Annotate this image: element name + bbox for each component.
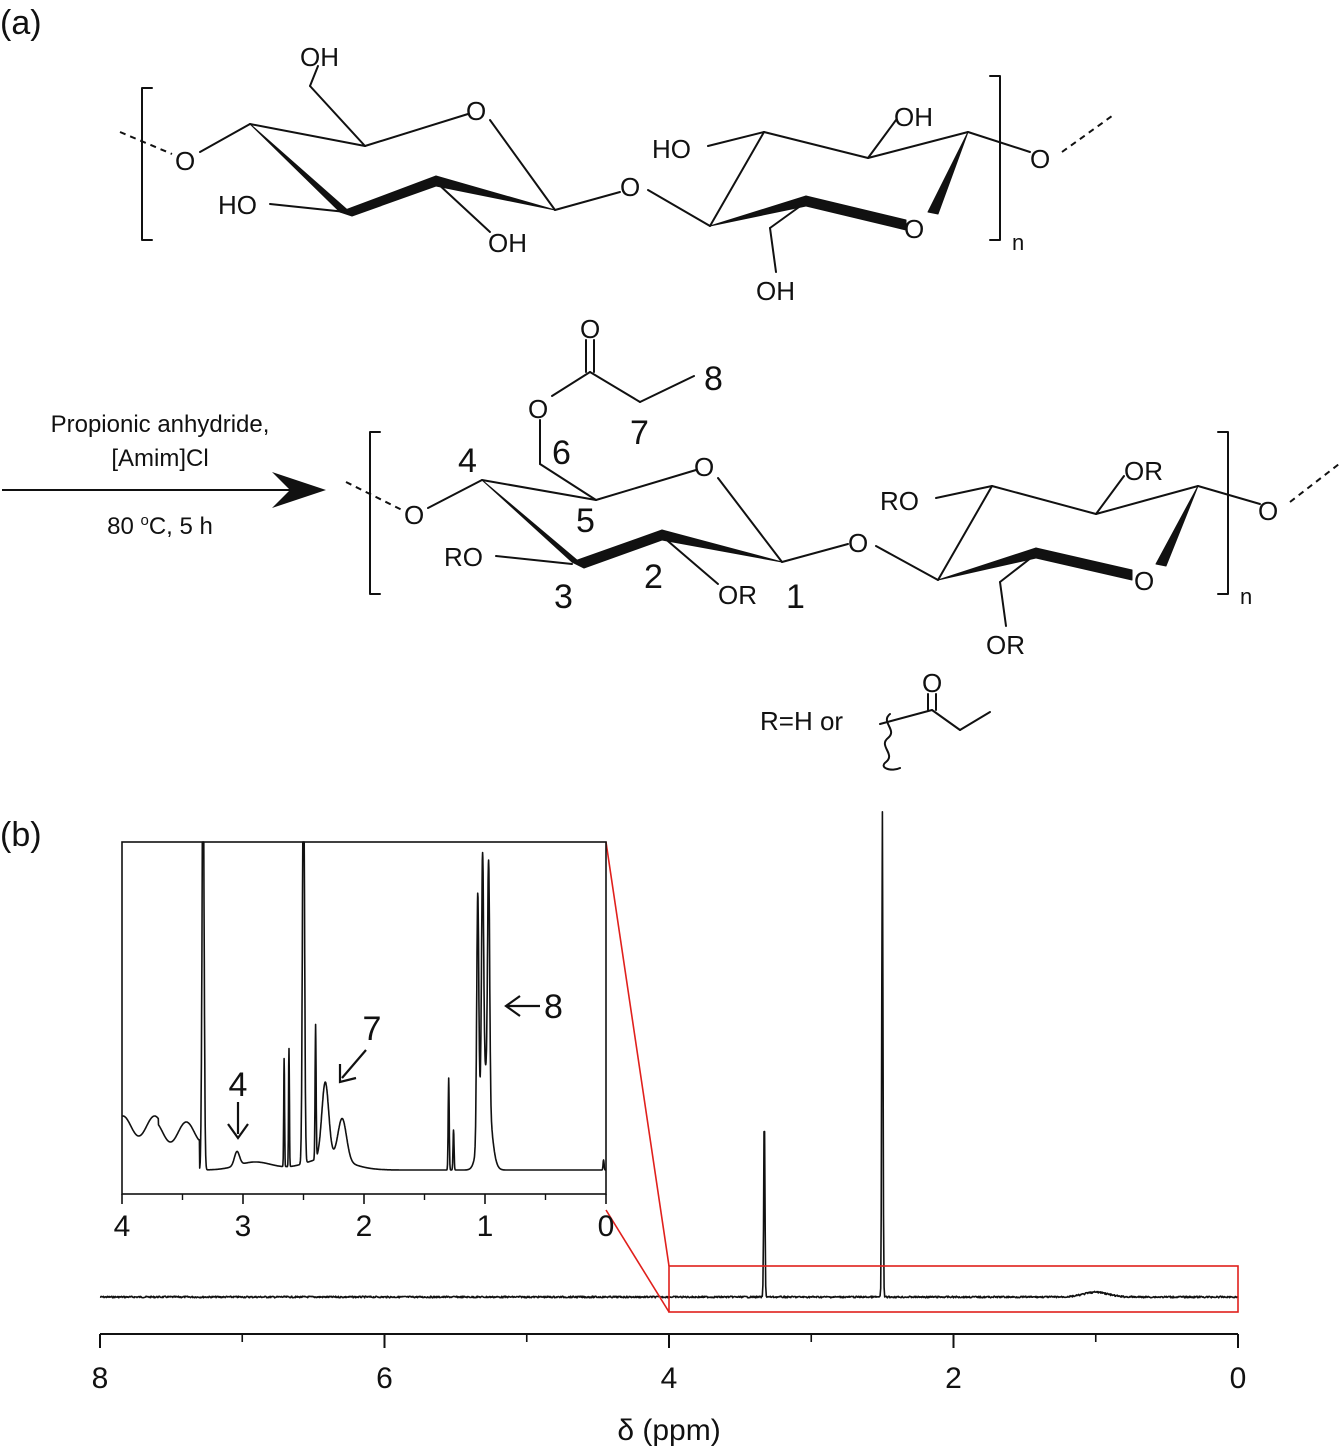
annotation-7: 7 — [338, 1010, 382, 1084]
main-spectrum-chart: 8 6 4 2 0 δ (ppm) — [92, 811, 1247, 1447]
carbon-number-8: 8 — [704, 360, 723, 398]
annotation-4: 4 — [227, 1066, 249, 1140]
ring2-o-atom: O — [1134, 566, 1154, 596]
r-carbonyl-o: O — [922, 668, 942, 698]
inset-spectrum-chart: 4 3 2 1 0 4 7 8 — [114, 841, 615, 1243]
carbon-number-2: 2 — [644, 558, 663, 596]
or-label-ring2-bottom: OR — [986, 630, 1025, 660]
inset-x-tick-label: 4 — [114, 1210, 131, 1243]
reagent-line-2: [Amim]Cl — [111, 445, 208, 472]
right-bracket — [1217, 431, 1229, 595]
wedge-bond — [249, 123, 353, 215]
r-definition-text: R=H or — [760, 706, 843, 736]
panel-a-label: (a) — [0, 4, 42, 42]
ho-label-c3: HO — [218, 190, 257, 220]
ho-label-ring2: HO — [652, 134, 691, 164]
reaction-arrow: Propionic anhydride, [Amim]Cl 80 oC, 5 h — [2, 411, 326, 540]
wavy-bond — [882, 713, 901, 771]
cellulose-propionate-structure: n O O O O RO OR 1 2 3 4 5 6 7 — [345, 314, 1339, 660]
inset-x-tick-label: 0 — [598, 1210, 615, 1243]
inset-x-tick-label: 2 — [356, 1210, 373, 1243]
panel-b-label: (b) — [0, 816, 42, 854]
ring1-o-atom: O — [694, 452, 714, 482]
wedge-bond — [481, 479, 585, 567]
inset-x-tick-label: 3 — [235, 1210, 252, 1243]
main-x-ticks: 8 6 4 2 0 — [92, 1334, 1247, 1395]
inset-x-tick-label: 1 — [477, 1210, 494, 1243]
main-x-tick-label: 8 — [92, 1362, 109, 1395]
zoom-connector-bottom — [605, 1209, 670, 1313]
left-chain-end — [119, 131, 173, 155]
zoom-region-box — [668, 1265, 1239, 1313]
wedge-bond — [805, 195, 907, 231]
carbon-number-4: 4 — [458, 442, 477, 480]
left-bracket — [141, 87, 153, 241]
left-o-atom: O — [404, 500, 424, 530]
ester-o-atom: O — [528, 394, 548, 424]
wedge-bond — [661, 529, 783, 563]
carbonyl-o-atom: O — [580, 314, 600, 344]
main-x-tick-label: 2 — [945, 1362, 962, 1395]
oh-label-ring2-bottom: OH — [756, 276, 795, 306]
arrow-head — [504, 995, 521, 1017]
peak-label-8: 8 — [544, 988, 563, 1026]
carbon-number-6: 6 — [552, 434, 571, 472]
wedge-bond — [339, 175, 437, 217]
main-x-tick-label: 0 — [1230, 1362, 1247, 1395]
wedge-bond — [1035, 547, 1133, 581]
right-o-atom: O — [1030, 144, 1050, 174]
right-chain-end — [1061, 115, 1113, 153]
reagent-line-3: 80 oC, 5 h — [107, 512, 213, 540]
wedge-bond — [435, 175, 556, 211]
glycosidic-o-atom: O — [620, 172, 640, 202]
repeat-n: n — [1012, 230, 1024, 255]
wedge-bond — [1155, 485, 1199, 567]
peak-label-4: 4 — [229, 1066, 248, 1104]
arrow-head — [272, 472, 326, 508]
ring2-o-atom: O — [904, 214, 924, 244]
carbon-number-3: 3 — [554, 578, 573, 616]
r-group-definition: R=H or O — [760, 668, 991, 771]
zoom-connector-top — [605, 841, 670, 1267]
main-x-axis-label: δ (ppm) — [617, 1414, 720, 1447]
reagent-line-1: Propionic anhydride, — [51, 411, 270, 438]
carbon-number-1: 1 — [786, 578, 805, 616]
glycosidic-o-atom: O — [848, 528, 868, 558]
carbon-number-5: 5 — [576, 502, 595, 540]
main-x-tick-label: 4 — [661, 1362, 678, 1395]
bond-o-c4 — [199, 123, 251, 153]
ro-label-c3: RO — [444, 542, 483, 572]
ro-label-ring2: RO — [880, 486, 919, 516]
main-x-tick-label: 6 — [376, 1362, 393, 1395]
repeat-n: n — [1240, 584, 1252, 609]
inset-spectrum-trace — [121, 841, 607, 1171]
wedge-bond — [927, 131, 969, 215]
right-chain-end — [1289, 463, 1339, 503]
annotation-8: 8 — [504, 988, 563, 1026]
left-chain-end — [345, 481, 403, 511]
right-bracket — [989, 75, 1001, 241]
inset-x-ticks: 4 3 2 1 0 — [114, 1194, 615, 1243]
carbon-number-7: 7 — [630, 414, 649, 452]
arrow-head — [227, 1123, 249, 1140]
arrow-head — [338, 1064, 357, 1084]
oh-label-c2: OH — [488, 228, 527, 258]
oh-label-ring2-top: OH — [894, 102, 933, 132]
or-label-c2: OR — [718, 580, 757, 610]
ring1-o-atom: O — [466, 96, 486, 126]
arrow-shaft — [341, 1049, 367, 1079]
cellulose-structure: n O O OH HO OH O O O — [119, 42, 1113, 306]
left-bracket — [369, 431, 381, 595]
left-o-atom: O — [175, 146, 195, 176]
peak-label-7: 7 — [363, 1010, 382, 1048]
right-o-atom: O — [1258, 496, 1278, 526]
or-label-ring2-top: OR — [1124, 456, 1163, 486]
oh-label-c6: OH — [300, 42, 339, 72]
